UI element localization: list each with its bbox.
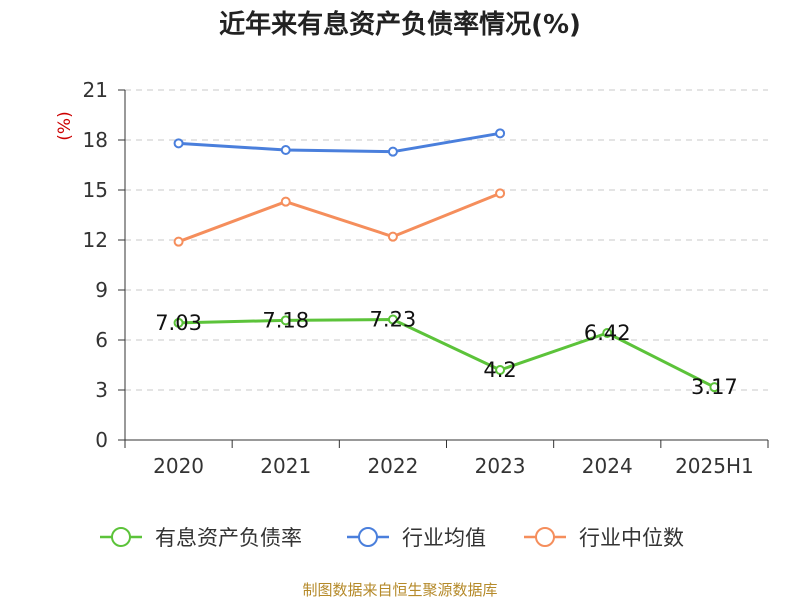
x-tick-label: 2021: [260, 454, 311, 478]
x-tick-label: 2020: [153, 454, 204, 478]
data-label: 7.23: [370, 308, 417, 332]
data-point: [495, 128, 506, 139]
y-tick-label: 12: [83, 228, 108, 252]
chart-title: 近年来有息资产负债率情况(%): [219, 9, 581, 40]
grid-lines: [125, 89, 768, 391]
x-tick-label: 2023: [475, 454, 526, 478]
y-tick-label: 21: [83, 78, 108, 102]
x-tick-label: 2022: [367, 454, 418, 478]
legend-marker: [535, 527, 555, 547]
x-tick-label: 2024: [582, 454, 633, 478]
y-tick-label: 3: [95, 378, 108, 402]
legend-label: 行业均值: [402, 526, 486, 550]
data-point: [602, 328, 613, 338]
y-unit-label: (%): [55, 111, 75, 140]
data-point: [387, 146, 398, 157]
legend: 有息资产负债率 行业均值 行业中位数: [100, 526, 684, 550]
series-lines: [173, 128, 720, 393]
y-tick-label: 15: [83, 178, 108, 202]
y-tick-label: 18: [83, 128, 108, 152]
data-point: [709, 382, 720, 393]
data-point: [495, 188, 506, 199]
y-tick-label: 6: [95, 328, 108, 352]
data-point: [387, 231, 398, 242]
data-label: 7.03: [155, 311, 202, 335]
data-label: 4.2: [483, 358, 516, 382]
data-label: 7.18: [262, 308, 309, 332]
series-line: [178, 191, 501, 244]
data-point: [280, 196, 291, 207]
source-note: 制图数据来自恒生聚源数据库: [302, 581, 497, 599]
axes: 0 3 6 9 12 15 18 21 2020 2021 2022 2023 2024 2025H1: [83, 78, 769, 478]
y-tick-label: 0: [95, 428, 108, 452]
legend-label: 行业中位数: [579, 526, 684, 550]
data-label: 3.17: [691, 375, 738, 399]
legend-marker: [111, 527, 131, 547]
data-point: [495, 365, 506, 375]
y-tick-label: 9: [95, 278, 108, 302]
legend-item[interactable]: 行业均值: [347, 526, 486, 550]
data-point: [173, 317, 184, 328]
data-point: [280, 145, 291, 155]
legend-marker: [358, 527, 378, 547]
data-point: [173, 236, 184, 247]
legend-item[interactable]: 有息资产负债率: [100, 526, 302, 550]
series-line: [178, 131, 501, 154]
data-label: 6.42: [584, 321, 631, 345]
x-tick-label: 2025H1: [675, 454, 754, 478]
series-line: [178, 318, 716, 389]
data-point: [387, 314, 398, 325]
legend-item[interactable]: 行业中位数: [524, 526, 684, 550]
data-labels: 7.03 7.18 7.23 4.2 6.42 3.17: [155, 308, 738, 400]
data-point: [173, 138, 184, 149]
data-point: [280, 315, 291, 326]
legend-label: 有息资产负债率: [155, 526, 302, 550]
